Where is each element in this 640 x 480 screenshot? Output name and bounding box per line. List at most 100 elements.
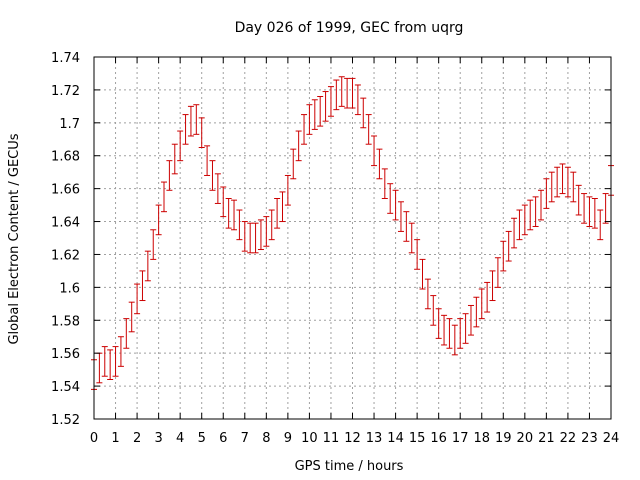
error-bar-point <box>532 196 539 227</box>
error-bar-point <box>150 229 157 260</box>
x-axis-label: GPS time / hours <box>295 459 404 474</box>
error-bar-point <box>478 288 485 320</box>
x-tick-label: 12 <box>344 431 361 446</box>
error-bar-point <box>365 114 372 145</box>
error-bar-point <box>511 217 518 249</box>
error-bar-point <box>236 209 243 241</box>
y-tick-label: 1.66 <box>51 183 80 198</box>
x-tick-label: 18 <box>473 431 490 446</box>
error-bar-point <box>403 211 410 242</box>
error-bar-point <box>166 160 173 191</box>
x-tick-label: 8 <box>262 431 270 446</box>
error-bar-point <box>144 250 151 282</box>
error-bar-point <box>268 209 275 241</box>
error-bar-point <box>387 183 394 214</box>
error-bar-point <box>155 204 162 236</box>
error-bar-point <box>430 295 437 326</box>
x-tick-label: 13 <box>366 431 383 446</box>
error-bar-point <box>263 216 270 247</box>
error-bar-point <box>537 189 544 221</box>
error-bar-point <box>252 222 259 254</box>
y-tick-label: 1.72 <box>51 84 80 99</box>
error-bar-point <box>581 193 588 224</box>
tick-labels: 0 1 2 3 4 5 6 7 8 9 10 11 12 13 14 15 16 17 18 19 20 21 22 23 24… <box>51 51 619 446</box>
error-bar-point <box>419 258 426 290</box>
data-series <box>91 76 614 390</box>
error-bar-point <box>527 199 534 231</box>
error-bar-point <box>338 76 345 107</box>
error-bar-point <box>187 105 194 137</box>
error-bar-point <box>548 171 555 203</box>
error-bar-point <box>349 77 356 109</box>
error-bar-point <box>247 222 254 254</box>
error-bar-point <box>193 104 200 135</box>
y-axis-label: Global Electron Content / GECUs <box>7 133 22 344</box>
error-bar-point <box>161 181 168 213</box>
x-tick-label: 9 <box>284 431 292 446</box>
y-tick-label: 1.58 <box>51 314 80 329</box>
error-bar-point <box>489 270 496 302</box>
grid <box>94 57 611 419</box>
error-bar-point <box>505 230 512 262</box>
x-tick-label: 15 <box>409 431 426 446</box>
x-tick-label: 20 <box>517 431 534 446</box>
error-bar-point <box>344 77 351 109</box>
error-bar-point <box>225 198 232 229</box>
x-tick-label: 22 <box>560 431 577 446</box>
error-bar-point <box>279 191 286 223</box>
error-bar-point <box>516 209 523 241</box>
tick-marks <box>93 56 612 420</box>
error-bar-point <box>204 145 211 176</box>
y-tick-label: 1.64 <box>51 216 80 231</box>
x-tick-label: 14 <box>387 431 404 446</box>
y-tick-label: 1.52 <box>51 413 80 428</box>
error-bar-point <box>333 79 340 111</box>
x-tick-label: 21 <box>538 431 555 446</box>
error-bar-point <box>301 114 308 145</box>
y-tick-label: 1.68 <box>51 150 80 165</box>
error-bar-point <box>306 104 313 135</box>
error-bar-point <box>473 296 480 328</box>
error-bar-point <box>284 174 291 206</box>
error-bar-point <box>371 135 378 167</box>
error-bar-point <box>354 84 361 116</box>
error-bar-point <box>457 318 464 349</box>
error-bar-point <box>446 318 453 349</box>
x-tick-label: 24 <box>603 431 620 446</box>
error-bar-point <box>123 318 130 349</box>
chart-title: Day 026 of 1999, GEC from uqrg <box>235 20 464 36</box>
error-bar-point <box>397 201 404 232</box>
error-bar-point <box>543 178 550 209</box>
error-bar-point <box>274 198 281 229</box>
error-bar-point <box>101 346 108 377</box>
x-tick-label: 6 <box>219 431 227 446</box>
error-bar-point <box>564 166 571 198</box>
error-bar-point <box>435 308 442 339</box>
error-bar-point <box>381 168 388 200</box>
error-bar-point <box>198 117 205 148</box>
x-tick-label: 2 <box>133 431 141 446</box>
error-bar-point <box>597 209 604 241</box>
x-tick-label: 11 <box>323 431 340 446</box>
x-tick-label: 0 <box>90 431 98 446</box>
error-bar-point <box>177 130 184 162</box>
x-tick-label: 19 <box>495 431 512 446</box>
y-tick-label: 1.56 <box>51 347 80 362</box>
error-bar-point <box>322 91 329 122</box>
error-bar-point <box>467 304 474 336</box>
error-bar-point <box>220 186 227 218</box>
error-bar-point <box>139 270 146 302</box>
x-tick-label: 16 <box>430 431 447 446</box>
x-tick-label: 5 <box>198 431 206 446</box>
error-bar-point <box>209 160 216 191</box>
error-bar-point <box>231 199 238 231</box>
error-bar-point <box>414 239 421 270</box>
error-bar-point <box>327 86 334 117</box>
error-bar-point <box>171 143 178 175</box>
error-bar-point <box>290 148 297 180</box>
error-bar-point <box>554 166 561 198</box>
error-bar-point <box>462 313 469 344</box>
error-bar-point <box>424 278 431 310</box>
error-bar-point <box>182 114 189 145</box>
